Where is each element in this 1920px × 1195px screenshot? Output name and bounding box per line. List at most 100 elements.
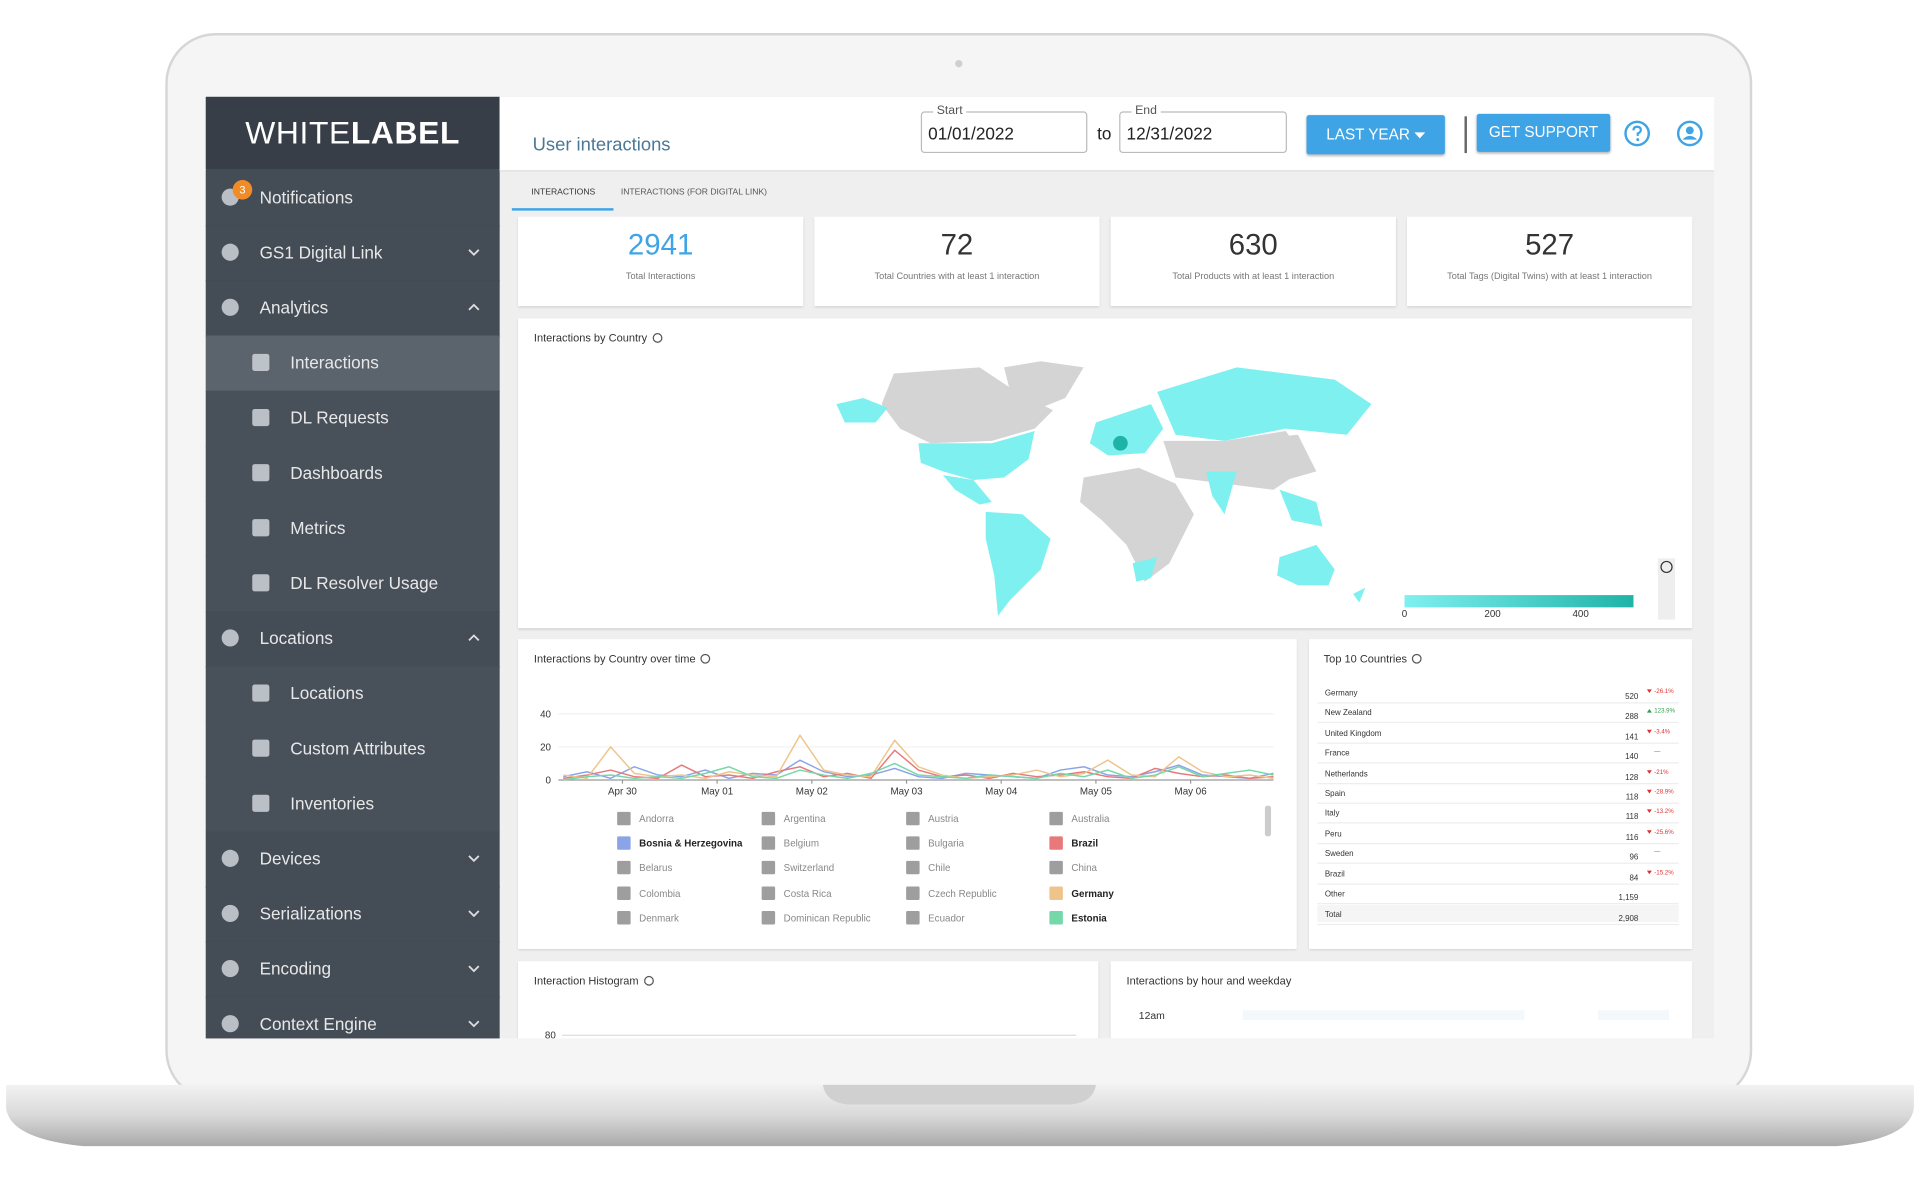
start-date-field[interactable]: Start 01/01/2022 [920, 104, 1088, 154]
scrollbar[interactable] [1264, 805, 1272, 837]
legend-label: China [1071, 863, 1097, 874]
range-button-label: LAST YEAR [1326, 126, 1410, 144]
menu-icon [221, 1015, 239, 1033]
country-name: Other [1325, 889, 1345, 898]
country-change: — [1654, 748, 1661, 755]
legend-label: Bosnia & Herzegovina [639, 839, 743, 850]
legend-label: Colombia [639, 889, 681, 900]
trend-arrow [1646, 729, 1652, 734]
x-tick-label: May 02 [796, 787, 828, 798]
laptop-base [6, 1084, 1914, 1147]
chevron [468, 303, 480, 311]
map-zoom-controls[interactable] [1657, 558, 1676, 620]
menu-item[interactable]: Custom Attributes [205, 721, 500, 778]
color-scale [1404, 595, 1634, 608]
legend-swatch [617, 836, 631, 850]
menu-item[interactable]: Interactions [205, 335, 500, 392]
legend-label: Andorra [639, 814, 674, 825]
legend-label: Costa Rica [784, 889, 832, 900]
logo-bold: LABEL [350, 113, 461, 151]
kpi-label: Total Tags (Digital Twins) with at least… [1447, 270, 1653, 282]
menu-item[interactable]: Devices [205, 831, 500, 888]
menu-item[interactable]: DL Resolver Usage [205, 555, 500, 613]
user-icon[interactable] [1676, 120, 1703, 147]
plots: 0 200 400 0 20 40 Apr 30 May 01 May 02 May 03 May … [540, 361, 1679, 926]
menu-icon [252, 464, 270, 482]
sidebar: WHITELABEL Notifications 3 GS1 Digital Lin… [205, 96, 500, 1039]
kpi-label: Total Interactions [625, 270, 696, 282]
help-icon[interactable] [1624, 120, 1651, 147]
land [1132, 557, 1158, 582]
histogram-title: Interaction Histogram [534, 975, 654, 987]
y-tick-label: 40 [540, 710, 551, 721]
menu-item[interactable]: Locations [205, 666, 500, 723]
chevron-shape [468, 1020, 480, 1028]
menu-icon [252, 408, 270, 427]
legend-label: Belarus [639, 863, 672, 874]
trend-arrow [1646, 809, 1652, 814]
x-tick-label: May 01 [701, 787, 733, 798]
chevron-shape [468, 634, 480, 642]
menu-item[interactable]: DL Requests [205, 390, 500, 447]
y-tick-label: 20 [540, 743, 551, 754]
end-date-field[interactable]: End 12/31/2022 [1119, 104, 1287, 154]
menu-item[interactable]: Metrics [205, 500, 500, 558]
trend-arrow [1646, 789, 1652, 794]
country-change: -25.6% [1654, 829, 1674, 836]
menu-icon [221, 243, 239, 261]
country-value: 116 [1626, 833, 1639, 842]
range-button[interactable]: LAST YEAR [1306, 115, 1445, 155]
menu-label: Context Engine [259, 1013, 377, 1034]
country-value: 141 [1625, 733, 1639, 742]
menu-item[interactable]: Context Engine [205, 996, 500, 1039]
globe-icon[interactable] [1660, 560, 1673, 574]
legend-label: Dominican Republic [784, 913, 871, 924]
heatmap-cells [1242, 1010, 1525, 1020]
support-button[interactable]: GET SUPPORT [1476, 113, 1611, 152]
menu-label: Metrics [290, 517, 346, 538]
legend-swatch [1049, 911, 1063, 925]
menu-icon [252, 574, 270, 592]
legend-swatch [1049, 860, 1063, 875]
legend-label: Estonia [1071, 913, 1107, 924]
country-value: 2,908 [1618, 914, 1638, 923]
kpi-card: 72 Total Countries with at least 1 intera… [814, 216, 1100, 307]
legend-swatch [906, 811, 920, 826]
legend-swatch [617, 860, 631, 875]
country-value: 128 [1625, 773, 1639, 782]
tab-interactions[interactable]: INTERACTIONS [531, 188, 596, 198]
land [836, 397, 888, 423]
chevron-shape [468, 910, 480, 918]
menu-item[interactable]: Inventories [205, 776, 500, 833]
legend-swatch [1049, 811, 1063, 826]
tab-digital-link[interactable]: INTERACTIONS (FOR DIGITAL LINK) [620, 188, 768, 198]
land [1279, 489, 1323, 527]
menu-item[interactable]: Encoding [205, 941, 500, 998]
legend-label: Chile [928, 863, 950, 874]
country-name: Total [1325, 910, 1342, 919]
world-map [836, 361, 1676, 620]
scale-tick-label: 200 [1484, 609, 1501, 620]
country-name: France [1325, 749, 1350, 758]
menu-item[interactable]: Dashboards [205, 445, 500, 503]
land [1157, 367, 1372, 441]
menu-item[interactable]: GS1 Digital Link [205, 225, 500, 282]
histogram-grid [562, 1034, 1077, 1036]
x-tick-label: May 03 [890, 787, 923, 798]
legend-swatch [906, 860, 920, 875]
legend-label: Switzerland [784, 863, 835, 874]
land [1080, 467, 1194, 582]
legend-label: Australia [1071, 814, 1110, 825]
menu-item[interactable]: Analytics [205, 280, 500, 337]
chevron [468, 855, 480, 863]
country-value: 84 [1630, 873, 1639, 882]
kpi-card: 2941 Total Interactions [517, 216, 804, 307]
series-line [563, 733, 1274, 780]
menu-icon [221, 629, 239, 647]
menu-item[interactable]: Locations [205, 611, 500, 668]
menu-item[interactable]: Serializations [205, 886, 500, 943]
kpi-label: Total Products with at least 1 interacti… [1172, 270, 1335, 282]
legend-swatch [761, 860, 776, 875]
country-value: 1,159 [1618, 893, 1638, 902]
x-tick-label: May 05 [1080, 787, 1113, 798]
